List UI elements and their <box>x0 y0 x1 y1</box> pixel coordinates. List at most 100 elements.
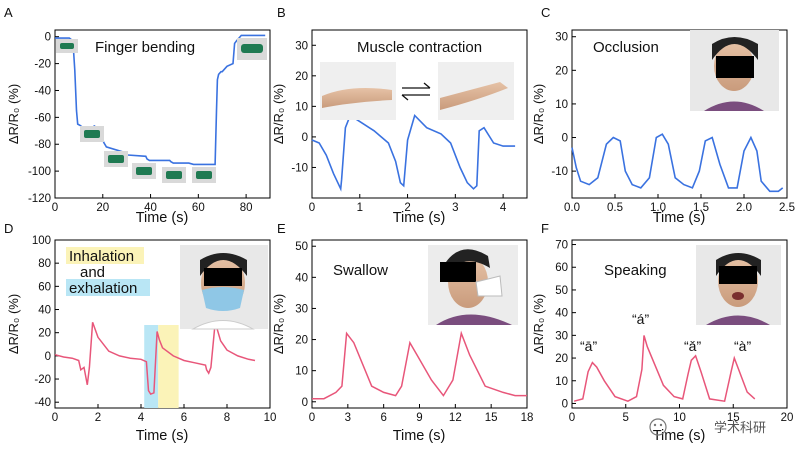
data-line <box>573 335 756 403</box>
x-tick-label: 0 <box>52 202 58 214</box>
y-tick-label: 10 <box>555 99 568 111</box>
panel-f: F 0 5 10 15 20 70 60 50 40 30 20 10 0 Speaking “ā” “… <box>531 221 793 444</box>
y-tick-label: 80 <box>38 258 51 270</box>
x-axis-label: Time (s) <box>653 210 706 226</box>
panel-annotation: Muscle contraction <box>357 39 482 56</box>
y-tick-label: 60 <box>38 281 51 293</box>
face-photo-speaking <box>696 245 781 325</box>
inhalation-band <box>158 325 179 408</box>
x-tick-label: 2.5 <box>779 202 795 214</box>
x-tick-label: 12 <box>449 412 462 424</box>
panel-annotation: Finger bending <box>95 39 195 56</box>
y-tick-label: 0 <box>562 398 568 410</box>
annotation-exhalation: exhalation <box>69 280 137 297</box>
x-tick-label: 1.5 <box>693 202 709 214</box>
panel-label: F <box>541 221 549 236</box>
y-tick-label: 10 <box>295 366 308 378</box>
y-tick-label: 20 <box>555 353 568 365</box>
y-tick-label: 40 <box>295 272 308 284</box>
y-tick-label: -40 <box>34 85 51 97</box>
arm-photo-contracted <box>438 62 514 120</box>
annotation-inhalation: Inhalation <box>69 248 134 265</box>
x-tick-label: 10 <box>264 412 277 424</box>
plot-frame <box>311 29 528 199</box>
y-tick-label: -10 <box>291 162 308 174</box>
y-tick-label: 70 <box>555 240 568 252</box>
x-tick-label: 3 <box>345 412 351 424</box>
y-tick-label: 0 <box>302 397 308 409</box>
exhalation-highlight <box>66 279 150 296</box>
y-tick-label: -120 <box>28 193 51 205</box>
tone-label-2: “á” <box>632 311 649 327</box>
swap-arrows-icon <box>401 82 431 101</box>
x-tick-label: 9 <box>416 412 422 424</box>
data-line <box>55 34 266 166</box>
x-tick-label: 3 <box>452 202 458 214</box>
y-tick-label: -40 <box>34 397 51 409</box>
y-tick-label: 50 <box>295 241 308 253</box>
data-line <box>54 322 256 396</box>
breath-highlight-bands <box>144 325 179 408</box>
x-axis-label: Time (s) <box>393 428 446 444</box>
y-axis-label: ΔR/R₀ (%) <box>271 84 286 144</box>
wechat-logo-icon <box>649 418 667 436</box>
face-photo-mask <box>180 245 268 330</box>
panel-annotation: Swallow <box>333 262 388 279</box>
watermark-text: 学术科研 <box>714 420 766 435</box>
y-tick-label: -60 <box>34 112 51 124</box>
y-tick-label: 0 <box>45 32 51 44</box>
arm-photo-relaxed <box>320 62 396 120</box>
y-tick-label: 20 <box>295 335 308 347</box>
x-tick-label: 18 <box>521 412 534 424</box>
x-tick-label: 2 <box>95 412 101 424</box>
y-tick-label: 30 <box>295 40 308 52</box>
x-axis-label: Time (s) <box>653 428 706 444</box>
data-line <box>571 133 784 193</box>
x-tick-label: 2.0 <box>736 202 752 214</box>
panel-label: E <box>277 221 286 236</box>
y-tick-label: 20 <box>295 71 308 83</box>
y-tick-label: 40 <box>38 305 51 317</box>
hand-photo-thumbnails <box>56 38 267 183</box>
x-tick-label: 0 <box>309 202 315 214</box>
watermark: 学术科研 <box>649 418 766 436</box>
x-tick-label: 2 <box>404 202 410 214</box>
x-tick-label: 60 <box>192 202 205 214</box>
x-tick-label: 6 <box>380 412 386 424</box>
y-tick-label: -80 <box>34 139 51 151</box>
x-tick-label: 1.0 <box>650 202 666 214</box>
panel-label: C <box>541 5 550 20</box>
y-tick-label: 0 <box>562 133 568 145</box>
x-tick-label: 1 <box>357 202 363 214</box>
plot-frame <box>571 29 788 199</box>
tone-label-1: “ā” <box>580 338 597 354</box>
panel-annotation: Speaking <box>604 262 667 279</box>
x-tick-label: 0 <box>52 412 58 424</box>
y-axis-label: ΔR/R₀ (%) <box>271 294 286 354</box>
y-tick-label: 0 <box>45 351 51 363</box>
x-axis-label: Time (s) <box>136 210 189 226</box>
inhalation-highlight <box>66 247 144 264</box>
y-axis-label: ΔR/R₀ (%) <box>6 294 21 354</box>
plot-frame <box>54 29 271 199</box>
y-tick-label: 60 <box>555 262 568 274</box>
panel-b: B 0 1 2 3 4 30 20 10 0 -10 Muscle contraction Tim… <box>271 5 528 226</box>
y-tick-label: 30 <box>295 303 308 315</box>
panel-c: C 0.0 0.5 1.0 1.5 2.0 2.5 30 20 10 0 -10 Occlusion… <box>531 5 795 226</box>
x-axis-label: Time (s) <box>136 428 189 444</box>
x-tick-label: 20 <box>96 202 109 214</box>
x-tick-label: 6 <box>181 412 187 424</box>
x-tick-label: 40 <box>144 202 157 214</box>
y-axis-label: ΔR/R₀ (%) <box>531 294 546 354</box>
panel-d: D 0 2 4 6 8 10 100 80 60 40 20 0 -20 -40 Inhalation a… <box>4 221 276 444</box>
face-photo-occlusion <box>690 30 779 111</box>
x-tick-label: 0.5 <box>607 202 623 214</box>
y-tick-label: 20 <box>555 65 568 77</box>
data-line <box>311 113 516 192</box>
y-tick-label: 20 <box>38 328 51 340</box>
x-tick-label: 0 <box>309 412 315 424</box>
y-tick-label: 10 <box>295 101 308 113</box>
x-tick-label: 8 <box>224 412 230 424</box>
y-tick-label: 10 <box>555 376 568 388</box>
